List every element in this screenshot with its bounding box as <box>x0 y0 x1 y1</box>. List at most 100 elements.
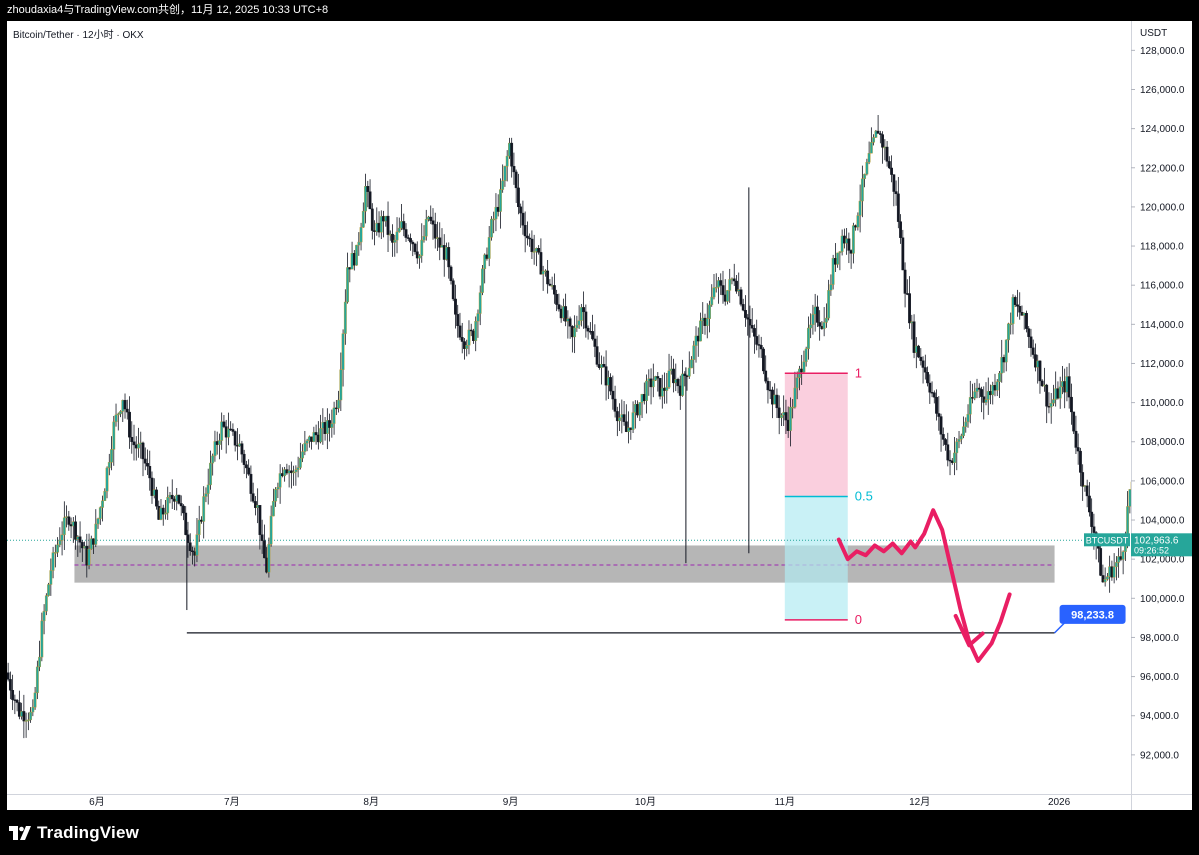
candle-body <box>860 178 864 202</box>
candle <box>287 465 291 488</box>
candle-body <box>550 285 554 287</box>
candle-body <box>537 248 541 253</box>
candle-body <box>1110 566 1114 578</box>
candle-body <box>213 441 217 457</box>
candle-body <box>791 406 795 409</box>
candle-body <box>822 322 826 329</box>
price-tick-label: 102,000.0 <box>1140 555 1185 566</box>
price-tick-label: 108,000.0 <box>1140 437 1185 448</box>
candle <box>737 272 741 297</box>
candle-body <box>339 369 343 401</box>
candle-body <box>431 220 435 225</box>
candle-body <box>816 306 819 323</box>
candle-body <box>312 432 316 442</box>
candle-body <box>660 387 664 397</box>
candle <box>881 131 884 164</box>
candle <box>822 307 826 337</box>
candle-body <box>447 247 451 268</box>
tradingview-logo[interactable]: TradingView <box>9 823 139 843</box>
candle-body <box>294 469 298 473</box>
candle <box>249 465 253 502</box>
candle-body <box>296 467 300 470</box>
candle-body <box>802 361 806 373</box>
candle <box>896 176 900 229</box>
candle-body <box>1061 381 1064 388</box>
candle-body <box>267 543 271 573</box>
candle-body <box>22 711 26 722</box>
candle <box>674 363 678 392</box>
candle <box>663 372 666 404</box>
candle-body <box>552 285 556 295</box>
candle-body <box>658 378 662 397</box>
candle-body <box>885 146 889 162</box>
projection-arrowhead <box>953 613 985 648</box>
candle-body <box>629 427 633 430</box>
candle <box>13 694 17 715</box>
candle <box>741 298 745 312</box>
candle-body <box>739 289 743 305</box>
candle-body <box>334 407 338 410</box>
candle-body <box>83 546 86 549</box>
candle-body <box>476 313 480 322</box>
candle-body <box>611 390 615 400</box>
candle <box>56 537 59 558</box>
candle-body <box>757 344 761 346</box>
candle-body <box>795 377 799 389</box>
candle <box>939 413 943 452</box>
candle-body <box>177 494 181 504</box>
chart-frame[interactable]: 1 0.5 0 98,233.8 USDT 92,000.0 94,000.0 96,000… <box>7 21 1192 810</box>
candle-body <box>357 241 361 246</box>
candle <box>591 314 595 341</box>
candle <box>667 353 671 389</box>
candle <box>379 210 383 240</box>
candle-body <box>393 239 397 243</box>
time-tick-label: 8月 <box>363 796 379 808</box>
candle <box>892 174 896 207</box>
price-tick-label: 128,000.0 <box>1140 46 1185 57</box>
candle-body <box>449 266 453 281</box>
candle-body <box>404 229 408 238</box>
candle-body <box>744 310 747 318</box>
candle-body <box>368 191 372 210</box>
candle <box>1119 546 1123 562</box>
candle <box>152 478 156 499</box>
candle-body <box>923 367 927 373</box>
candle-body <box>694 335 698 346</box>
symbol-label[interactable]: Bitcoin/Tether · 12小时 · OKX <box>13 30 144 41</box>
candle <box>312 426 316 443</box>
price-axis-bg <box>1131 21 1192 810</box>
current-price-value: 102,963.6 <box>1134 535 1179 546</box>
candlestick-chart[interactable]: 1 0.5 0 98,233.8 USDT 92,000.0 94,000.0 96,000… <box>7 21 1192 810</box>
candle <box>366 180 370 208</box>
candle <box>986 377 990 415</box>
candle <box>116 412 120 431</box>
candle-body <box>143 458 147 464</box>
candle-body <box>472 330 475 341</box>
candle-body <box>932 392 936 398</box>
candle <box>858 184 862 233</box>
candle <box>804 346 808 367</box>
candle-body <box>838 251 842 254</box>
candle <box>1121 550 1125 575</box>
candle-body <box>719 280 723 286</box>
candle <box>953 436 956 476</box>
candle-body <box>175 494 179 502</box>
candle-body <box>438 237 442 248</box>
candle-body <box>530 238 534 253</box>
candle <box>202 486 206 539</box>
candle <box>325 408 329 450</box>
candle <box>575 315 579 332</box>
candle-body <box>71 521 75 527</box>
candle-body <box>391 233 394 243</box>
candle-body <box>714 287 718 289</box>
candle <box>98 506 102 525</box>
candle <box>735 275 738 294</box>
candle <box>991 381 995 405</box>
candle <box>177 494 181 505</box>
candle <box>1058 376 1062 409</box>
candle <box>114 403 118 427</box>
candle <box>47 582 50 597</box>
candle-body <box>463 341 466 349</box>
candle-body <box>78 536 82 543</box>
candle-body <box>847 238 851 251</box>
